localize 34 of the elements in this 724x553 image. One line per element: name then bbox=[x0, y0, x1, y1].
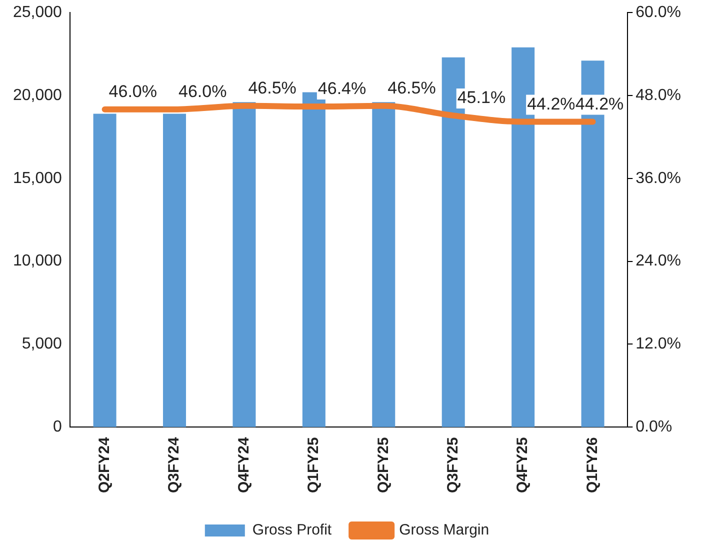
bar bbox=[232, 102, 256, 428]
x-tick-label: Q1FY25 bbox=[305, 437, 322, 494]
bar bbox=[163, 114, 186, 428]
bar bbox=[93, 114, 116, 428]
y-tick-label: 20,000 bbox=[13, 86, 62, 104]
y-tick-label: 10,000 bbox=[13, 252, 62, 270]
data-label: 44.2% bbox=[527, 94, 576, 114]
data-label: 46.5% bbox=[248, 78, 296, 98]
x-tick-label: Q4FY24 bbox=[235, 436, 252, 494]
y2-tick-label: 60.0% bbox=[636, 4, 682, 22]
data-label: 46.0% bbox=[108, 82, 157, 102]
x-tick-label: Q2FY25 bbox=[374, 437, 392, 494]
y2-tick-label: 12.0% bbox=[636, 336, 682, 353]
y-tick-label: 15,000 bbox=[13, 170, 62, 187]
y2-tick-label: 0.0% bbox=[636, 418, 672, 436]
y-tick-label: 0 bbox=[53, 418, 62, 436]
data-label: 46.5% bbox=[388, 78, 436, 98]
data-label: 46.4% bbox=[318, 79, 366, 98]
x-tick-label: Q4FY25 bbox=[514, 437, 532, 494]
y2-tick-label: 24.0% bbox=[636, 252, 682, 270]
data-label: 44.2% bbox=[575, 94, 624, 114]
y-tick-label: 25,000 bbox=[13, 4, 62, 22]
data-label: 46.0% bbox=[178, 82, 227, 102]
y2-tick-label: 48.0% bbox=[636, 86, 682, 104]
x-tick-label: Q3FY25 bbox=[444, 437, 462, 494]
x-tick-label: Q2FY24 bbox=[96, 436, 113, 494]
bar bbox=[372, 102, 396, 428]
x-tick-label: Q3FY24 bbox=[166, 436, 183, 494]
x-tick-label: Q1FY26 bbox=[584, 437, 601, 494]
y2-tick-label: 36.0% bbox=[636, 170, 682, 187]
legend-label: Gross Margin bbox=[399, 522, 490, 539]
legend-label: Gross Profit bbox=[252, 522, 332, 539]
data-label: 45.1% bbox=[457, 88, 506, 108]
y-tick-label: 5,000 bbox=[22, 336, 62, 353]
